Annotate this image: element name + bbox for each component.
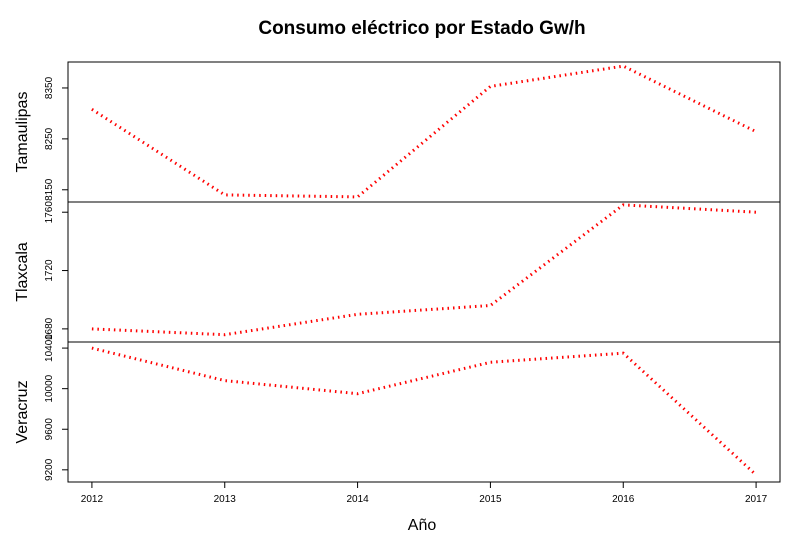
x-axis: 2012 2013 2014 2015 2016 2017 <box>81 482 768 505</box>
x-tick-label: 2015 <box>479 494 502 505</box>
y-tick-label: 1720 <box>44 259 55 282</box>
y-tick-label: 8150 <box>44 178 55 201</box>
panel-frame <box>67 61 781 203</box>
panel-label-tamaulipas: Tamaulipas <box>14 92 31 173</box>
panel-label-tlaxcala: Tlaxcala <box>14 242 31 302</box>
panel-veracruz: 9200 9600 10000 10400 Veracruz <box>14 334 781 483</box>
panel-tlaxcala: 1680 1720 1760 Tlaxcala <box>14 201 781 343</box>
panel-frame <box>67 341 781 483</box>
y-tick-label: 8350 <box>44 76 55 99</box>
x-tick-label: 2017 <box>745 494 768 505</box>
y-tick-label: 1680 <box>44 317 55 340</box>
panel-tamaulipas: 8150 8250 8350 Tamaulipas <box>14 61 781 203</box>
series-line-veracruz <box>91 346 758 477</box>
series-line-tamaulipas <box>91 64 757 199</box>
x-axis-label: Año <box>408 517 437 534</box>
series-line-tlaxcala <box>91 203 757 337</box>
x-tick-label: 2016 <box>612 494 635 505</box>
y-tick-label: 9200 <box>44 458 55 481</box>
panel-label-veracruz: Veracruz <box>14 380 31 443</box>
x-tick-label: 2014 <box>346 494 369 505</box>
panels-group: 8150 8250 8350 Tamaulipas 1680 1720 1760 Tlaxca… <box>14 61 781 483</box>
panel-frame <box>67 201 781 343</box>
y-tick-label: 10400 <box>44 334 55 362</box>
y-tick-label: 10000 <box>44 374 55 402</box>
y-tick-label: 9600 <box>44 418 55 441</box>
y-tick-label: 1760 <box>44 201 55 224</box>
y-tick-label: 8250 <box>44 127 55 150</box>
chart-title: Consumo eléctrico por Estado Gw/h <box>258 18 585 39</box>
x-tick-label: 2012 <box>81 494 104 505</box>
x-tick-label: 2013 <box>214 494 237 505</box>
